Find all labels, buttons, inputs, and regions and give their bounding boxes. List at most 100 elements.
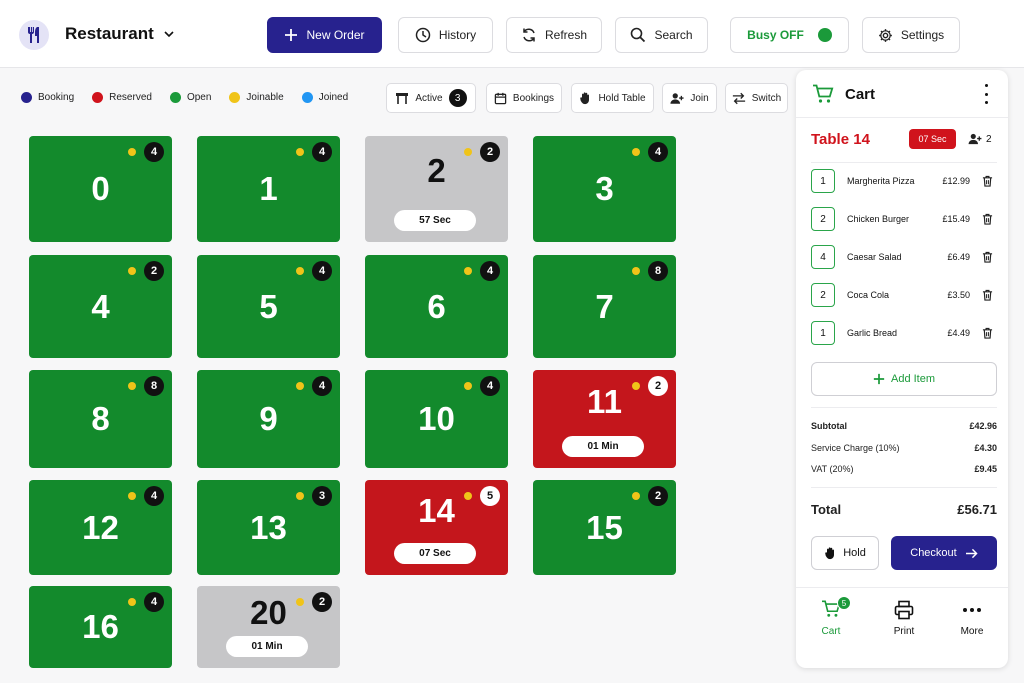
hold-table-label: Hold Table [598, 92, 646, 104]
vat-value: £9.45 [974, 464, 997, 474]
quantity-stepper[interactable]: 1 [811, 321, 835, 345]
more-options-icon[interactable] [978, 84, 994, 104]
quantity-stepper[interactable]: 2 [811, 207, 835, 231]
hold-button[interactable]: Hold [811, 536, 879, 570]
table-tile[interactable]: 4 10 [365, 370, 508, 468]
open-dot [169, 92, 181, 103]
guest-count-badge: 4 [144, 592, 164, 612]
table-number: 10 [418, 400, 455, 437]
guest-count-badge: 4 [144, 142, 164, 162]
quantity-stepper[interactable]: 1 [811, 169, 835, 193]
trash-icon[interactable] [982, 289, 993, 303]
refresh-icon [523, 28, 535, 42]
trash-icon[interactable] [982, 251, 993, 265]
gear-icon [878, 28, 892, 42]
guest-count-badge: 8 [648, 261, 668, 281]
trash-icon[interactable] [982, 213, 993, 227]
bookings-label: Bookings [512, 92, 555, 104]
hold-table-button[interactable]: Hold Table [571, 83, 654, 113]
add-item-button[interactable]: Add Item [811, 362, 997, 396]
bottom-nav: 5 Cart Print More [796, 587, 1008, 668]
active-filter-button[interactable]: Active 3 [386, 83, 476, 113]
joinable-dot [128, 148, 136, 156]
subtotal-value: £42.96 [969, 421, 997, 431]
restaurant-selector[interactable]: Restaurant [65, 24, 174, 44]
joinable-dot [632, 267, 640, 275]
hold-label: Hold [843, 547, 866, 559]
busy-toggle[interactable]: Busy OFF [730, 17, 849, 53]
history-button[interactable]: History [398, 17, 493, 53]
table-number: 4 [91, 288, 110, 325]
hand-icon [825, 547, 835, 560]
history-label: History [438, 28, 477, 42]
search-label: Search [654, 28, 693, 42]
add-item-label: Add Item [890, 373, 936, 385]
quantity-stepper[interactable]: 4 [811, 245, 835, 269]
table-number: 12 [82, 509, 119, 546]
table-tile[interactable]: 2 15 [533, 480, 676, 575]
search-icon [631, 27, 646, 43]
table-tile[interactable]: 5 14 07 Sec [365, 480, 508, 575]
quantity-stepper[interactable]: 2 [811, 283, 835, 307]
search-button[interactable]: Search [615, 17, 708, 53]
table-number: 20 [250, 594, 287, 631]
total-value: £56.71 [957, 502, 997, 517]
vat-label: VAT (20%) [811, 464, 854, 474]
table-tile[interactable]: 2 11 01 Min [533, 370, 676, 468]
settings-button[interactable]: Settings [862, 17, 960, 53]
guest-count-badge: 4 [648, 142, 668, 162]
nav-cart[interactable]: 5 Cart [801, 596, 861, 637]
table-tile[interactable]: 2 20 01 Min [197, 586, 340, 668]
trash-icon[interactable] [982, 327, 993, 341]
chevron-down-icon [164, 31, 174, 38]
joinable-dot [296, 492, 304, 500]
reserved-dot [92, 92, 104, 103]
printer-icon [894, 600, 914, 620]
refresh-button[interactable]: Refresh [506, 17, 602, 53]
joinable-dot [128, 492, 136, 500]
joinable-dot [632, 382, 640, 390]
plus-icon [873, 373, 885, 385]
nav-more[interactable]: More [942, 600, 1002, 637]
cart-item: 2 Chicken Burger £15.49 [811, 207, 997, 231]
active-label: Active [415, 92, 443, 104]
trash-icon[interactable] [982, 175, 993, 189]
table-number: 13 [250, 509, 287, 546]
item-name: Coca Cola [847, 290, 890, 300]
table-tile[interactable]: 3 13 [197, 480, 340, 575]
table-tile[interactable]: 4 12 [29, 480, 172, 575]
service-charge-value: £4.30 [974, 443, 997, 453]
joinable-dot [296, 148, 304, 156]
legend-label: Open [186, 92, 212, 103]
nav-cart-label: Cart [821, 626, 841, 637]
table-tile[interactable]: 2 2 57 Sec [365, 136, 508, 242]
switch-button[interactable]: Switch [725, 83, 788, 113]
joinable-dot [128, 598, 136, 606]
nav-print-label: Print [893, 626, 915, 637]
joined-dot [301, 92, 313, 103]
item-price: £3.50 [947, 290, 970, 300]
restaurant-name: Restaurant [65, 24, 154, 43]
guest-count[interactable]: 2 [968, 133, 992, 145]
guest-count-badge: 4 [480, 376, 500, 396]
new-order-button[interactable]: New Order [267, 17, 382, 53]
bookings-button[interactable]: Bookings [486, 83, 562, 113]
guest-count-badge: 2 [648, 486, 668, 506]
checkout-button[interactable]: Checkout [891, 536, 997, 570]
table-tile[interactable]: 4 16 [29, 586, 172, 668]
join-button[interactable]: Join [662, 83, 717, 113]
nav-print[interactable]: Print [874, 600, 934, 637]
joinable-dot [632, 148, 640, 156]
settings-label: Settings [900, 28, 945, 42]
legend-booking: Booking [21, 92, 74, 103]
